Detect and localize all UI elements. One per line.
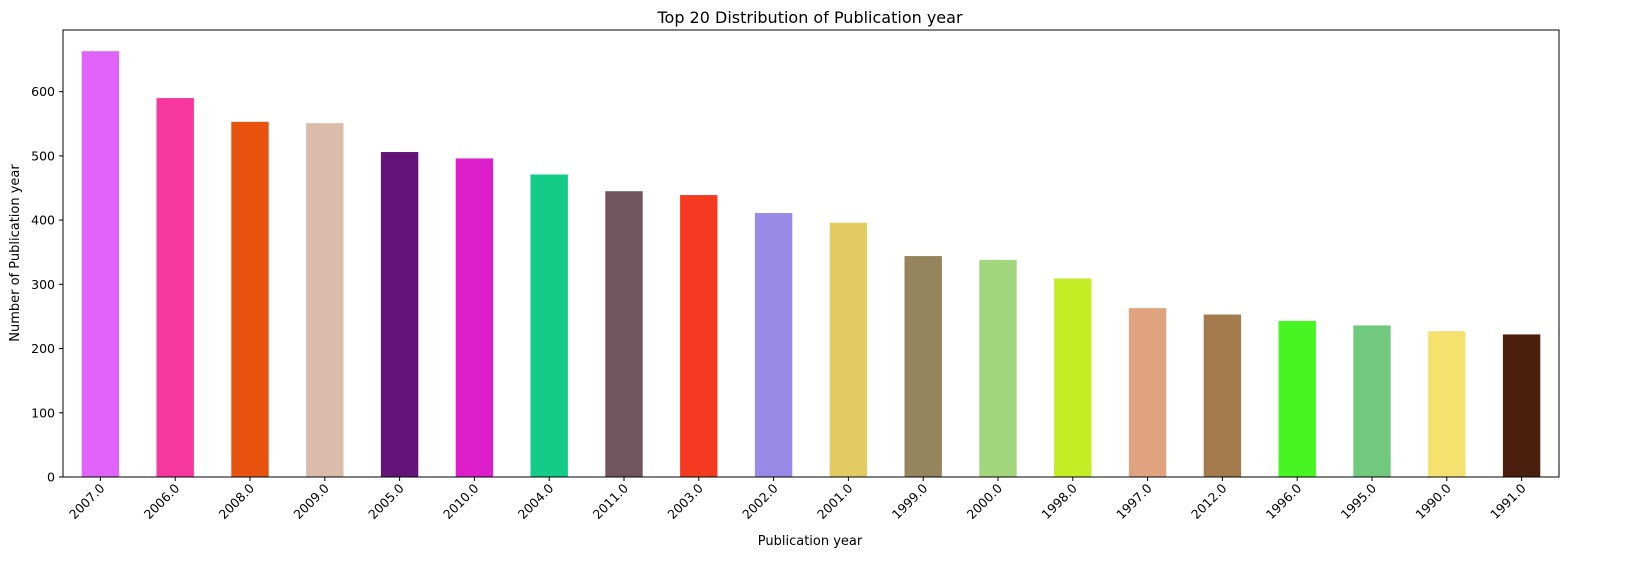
x-tick-label: 2009.0 — [290, 480, 332, 522]
x-tick-label: 1998.0 — [1038, 480, 1080, 522]
bar-2010.0 — [455, 158, 494, 477]
x-tick-label: 1995.0 — [1338, 480, 1380, 522]
x-tick-label: 1999.0 — [889, 480, 931, 522]
x-tick-label: 2000.0 — [964, 480, 1006, 522]
bar-1998.0 — [1054, 278, 1092, 477]
x-tick-label: 1996.0 — [1263, 480, 1305, 522]
bar-2000.0 — [979, 259, 1017, 477]
plot-frame — [62, 29, 1560, 478]
bar-1996.0 — [1278, 320, 1316, 477]
y-tick-label: 400 — [31, 213, 55, 228]
y-axis-ticks: 0 100 200 300 400 500 600 — [31, 84, 63, 485]
bar-2005.0 — [380, 152, 419, 477]
bar-2004.0 — [530, 174, 568, 477]
y-axis-label: Number of Publication year — [8, 164, 23, 342]
bar-1997.0 — [1128, 308, 1167, 477]
bar-2002.0 — [754, 213, 793, 477]
x-tick-label: 1990.0 — [1412, 480, 1454, 522]
x-tick-label: 2010.0 — [440, 480, 482, 522]
bar-2012.0 — [1203, 314, 1242, 477]
bar-2011.0 — [605, 191, 643, 478]
bar-2009.0 — [306, 123, 344, 477]
bar-1990.0 — [1428, 331, 1466, 477]
y-tick-label: 100 — [31, 405, 55, 420]
y-tick-label: 0 — [47, 470, 55, 485]
x-tick-label: 2003.0 — [664, 480, 706, 522]
y-tick-label: 600 — [31, 84, 55, 99]
bars — [81, 51, 1541, 478]
bar-1995.0 — [1353, 325, 1391, 477]
x-tick-label: 2004.0 — [515, 480, 557, 522]
x-tick-label: 2011.0 — [590, 480, 632, 522]
y-tick-label: 300 — [31, 277, 55, 292]
bar-2003.0 — [680, 195, 718, 477]
x-tick-label: 2008.0 — [216, 480, 258, 522]
bar-2006.0 — [156, 98, 194, 478]
bar-1991.0 — [1502, 334, 1541, 477]
bar-1999.0 — [904, 256, 942, 477]
bar-2008.0 — [231, 121, 269, 477]
x-tick-label: 2001.0 — [814, 480, 856, 522]
y-tick-label: 200 — [31, 341, 55, 356]
y-tick-label: 500 — [31, 148, 55, 163]
x-tick-label: 2002.0 — [739, 480, 781, 522]
x-tick-label: 1991.0 — [1487, 480, 1529, 522]
x-tick-label: 2012.0 — [1188, 480, 1230, 522]
x-tick-label: 2006.0 — [141, 480, 183, 522]
x-tick-label: 2005.0 — [365, 480, 407, 522]
x-tick-label: 1997.0 — [1113, 480, 1155, 522]
x-tick-label: 2007.0 — [66, 480, 108, 522]
x-axis-label: Publication year — [758, 534, 863, 549]
bar-2007.0 — [81, 51, 120, 477]
x-axis-ticks: 2007.0 2006.0 2008.0 2009.0 2005.0 2010.0 2004… — [66, 477, 1529, 522]
bar-2001.0 — [829, 222, 868, 477]
chart-title: Top 20 Distribution of Publication year — [656, 8, 962, 27]
